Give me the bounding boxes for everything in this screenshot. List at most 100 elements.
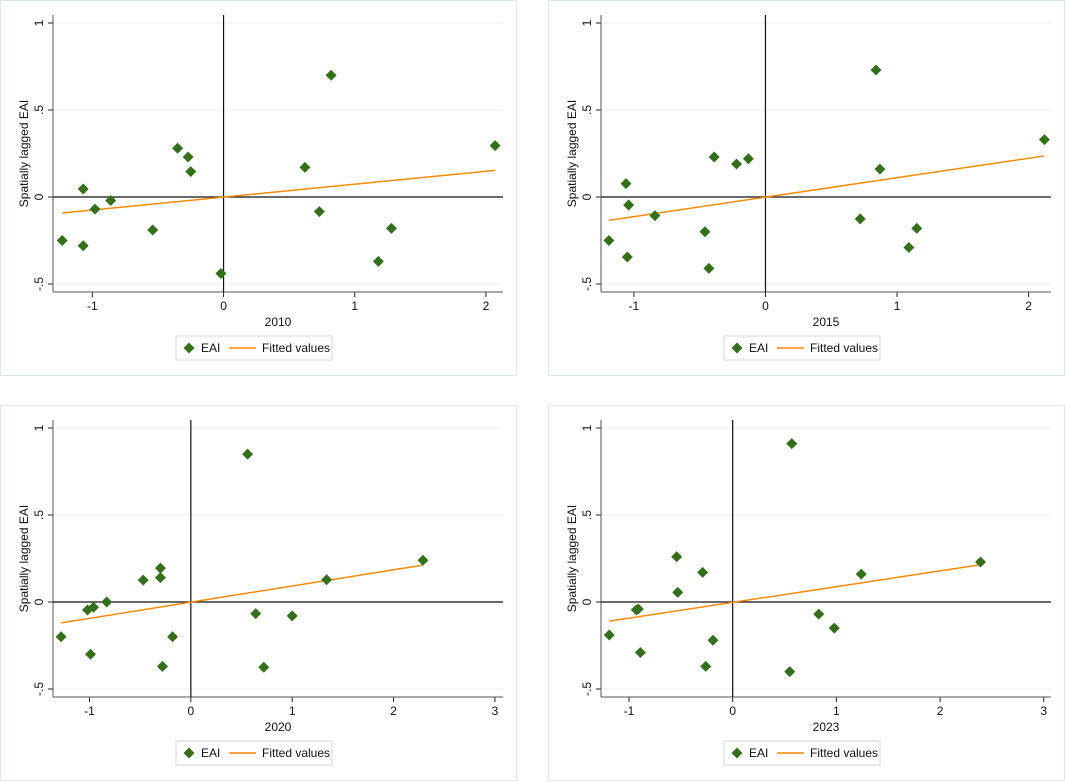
y-tick-label: -.5 (32, 277, 46, 291)
data-point (854, 213, 866, 225)
x-tick-label: -1 (624, 704, 635, 718)
y-tick-label: 1 (32, 424, 46, 431)
y-tick-label: 0 (580, 193, 594, 200)
data-point (784, 666, 796, 678)
data-point (77, 240, 89, 252)
legend-label-fitted: Fitted values (810, 341, 878, 355)
data-point (182, 151, 194, 163)
data-point (742, 153, 754, 165)
data-point (154, 572, 166, 584)
fitted-line (608, 155, 1045, 222)
legend-marker-eai (183, 747, 195, 759)
data-point (620, 178, 632, 190)
data-point (299, 161, 311, 173)
data-point (703, 262, 715, 274)
data-point (672, 586, 684, 598)
data-point (156, 660, 168, 672)
y-tick-label: .5 (32, 105, 46, 115)
legend-marker-eai (183, 342, 195, 354)
data-point (489, 140, 501, 152)
y-tick-label: -.5 (32, 682, 46, 696)
data-point (167, 631, 179, 643)
data-point (634, 646, 646, 658)
y-tick-label: 1 (32, 19, 46, 26)
x-tick-label: 2 (483, 299, 490, 313)
data-point (671, 551, 683, 563)
data-point (242, 448, 254, 460)
y-tick-label: 1 (580, 19, 594, 26)
x-tick-label: 0 (762, 299, 769, 313)
legend-label-eai: EAI (201, 341, 220, 355)
x-tick-label: 0 (729, 704, 736, 718)
data-point (250, 608, 262, 620)
data-point (101, 596, 113, 608)
y-tick-label: .5 (32, 510, 46, 520)
legend-label-eai: EAI (749, 341, 768, 355)
chart-panel-2023: -.5 0 .5 1 -1 0 1 2 3 Spatially lagged EAI 2023 EAI… (548, 405, 1065, 781)
data-point (911, 222, 923, 234)
x-tick-label: 2 (390, 704, 397, 718)
y-tick-label: 1 (580, 424, 594, 431)
x-tick-label: 0 (187, 704, 194, 718)
fitted-line (609, 564, 981, 622)
x-tick-label: 1 (289, 704, 296, 718)
y-tick-label: .5 (580, 105, 594, 115)
legend-label-fitted: Fitted values (810, 746, 878, 760)
data-point (258, 661, 270, 673)
data-point (185, 166, 197, 178)
x-tick-label: 2 (1025, 299, 1032, 313)
y-tick-label: 0 (580, 598, 594, 605)
data-point (623, 199, 635, 211)
data-point (903, 241, 915, 253)
data-point (77, 183, 89, 195)
data-point (286, 610, 298, 622)
chart-panel-2015: -.5 0 .5 1 -1 0 1 2 Spatially lagged EAI 2015 EAI F… (548, 0, 1065, 376)
data-point (313, 206, 325, 218)
data-point (707, 634, 719, 646)
x-tick-label: 3 (492, 704, 499, 718)
scatter-chart: -.5 0 .5 1 -1 0 1 2 3 Spatially lagged EAI 2020 EAI… (17, 420, 503, 766)
data-point (621, 251, 633, 263)
x-tick-label: 1 (351, 299, 358, 313)
data-point (88, 601, 100, 613)
data-point (630, 604, 642, 616)
data-point (147, 224, 159, 236)
legend-label-fitted: Fitted values (262, 341, 330, 355)
x-tick-label: 1 (894, 299, 901, 313)
data-point (385, 222, 397, 234)
y-axis-title: Spatially lagged EAI (565, 505, 579, 612)
data-point (649, 210, 661, 222)
data-point (974, 556, 986, 568)
data-point (855, 568, 867, 580)
legend-marker-eai (731, 342, 743, 354)
y-tick-label: 0 (32, 193, 46, 200)
data-point (731, 158, 743, 170)
data-point (870, 64, 882, 76)
data-point (417, 554, 429, 566)
data-point (700, 660, 712, 672)
x-axis-title: 2023 (813, 720, 840, 734)
fitted-line (60, 564, 424, 624)
data-point (699, 226, 711, 238)
legend-marker-eai (731, 747, 743, 759)
data-point (786, 438, 798, 450)
data-point (215, 268, 227, 280)
legend-label-fitted: Fitted values (262, 746, 330, 760)
scatter-chart: -.5 0 .5 1 -1 0 1 2 Spatially lagged EAI 2015 EAI F… (565, 15, 1051, 361)
x-axis-title: 2020 (265, 720, 292, 734)
x-tick-label: 1 (833, 704, 840, 718)
y-tick-label: 0 (32, 598, 46, 605)
data-point (1038, 134, 1050, 146)
data-point (603, 234, 615, 246)
data-point (89, 203, 101, 215)
data-point (55, 631, 67, 643)
data-point (154, 562, 166, 574)
y-axis-title: Spatially lagged EAI (565, 100, 579, 207)
x-tick-label: 2 (937, 704, 944, 718)
data-point (56, 234, 68, 246)
data-point (172, 142, 184, 154)
y-axis-title: Spatially lagged EAI (17, 100, 31, 207)
legend-label-eai: EAI (749, 746, 768, 760)
data-point (137, 574, 149, 586)
x-tick-label: 0 (220, 299, 227, 313)
